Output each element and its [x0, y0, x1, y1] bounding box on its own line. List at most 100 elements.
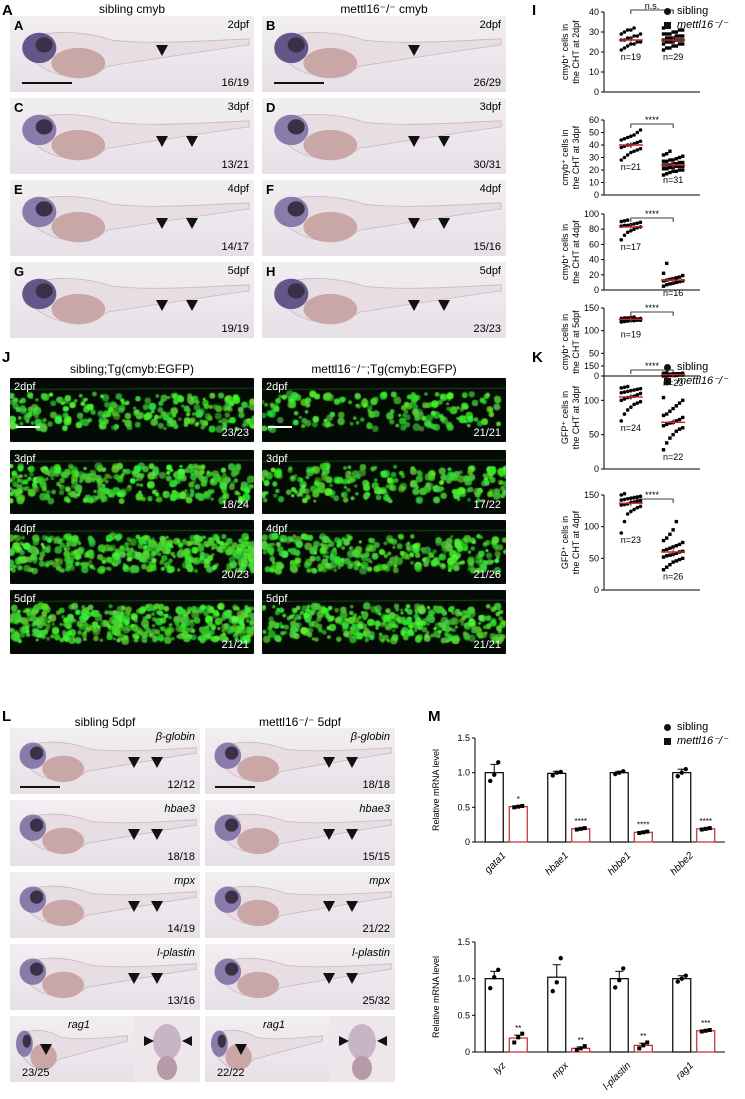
data-point [619, 219, 624, 224]
data-point [679, 770, 684, 775]
data-point [661, 48, 666, 52]
data-point [617, 770, 622, 775]
legend-mutant: mettl16⁻/⁻ [677, 375, 728, 387]
data-point [622, 46, 627, 50]
data-point [665, 40, 669, 44]
n-label: n=21 [621, 162, 641, 172]
y-tick-label: 40 [589, 140, 599, 150]
data-point [638, 316, 643, 321]
data-point [668, 546, 672, 550]
gene-label: hbae3 [359, 803, 390, 815]
data-point [635, 140, 640, 145]
x-tick-label: hbae1 [543, 850, 570, 877]
data-point [707, 826, 712, 831]
data-point [677, 542, 682, 547]
panel-letter: A [14, 18, 24, 33]
bar [609, 978, 629, 1053]
y-tick-label: 1.5 [457, 937, 470, 947]
larva-shape [22, 195, 250, 243]
y-tick-label: 40 [589, 255, 599, 265]
data-point [619, 419, 624, 423]
data-point [681, 279, 685, 283]
panel-letter-m: M [428, 708, 441, 725]
y-tick-label: 0 [465, 837, 470, 847]
data-point [703, 826, 708, 831]
data-point [635, 148, 640, 152]
data-point [632, 402, 636, 407]
data-point [677, 160, 682, 165]
panel-letter-j: J [2, 349, 11, 366]
arrowhead-icon [437, 136, 450, 147]
x-tick-label: mpx [550, 1060, 572, 1082]
mutant-marker [664, 377, 671, 385]
data-point [554, 980, 559, 985]
lineage-ish-panel: β-globin 18/18 [205, 728, 395, 794]
data-point [582, 1044, 587, 1049]
stage-label: 4dpf [479, 183, 501, 195]
ratio-label: 23/23 [473, 323, 501, 335]
n-label: n=23 [621, 535, 641, 545]
data-point [675, 979, 680, 984]
data-point [629, 42, 633, 46]
legend-mutant: mettl16⁻/⁻ [677, 735, 728, 747]
larva-shape [214, 957, 392, 999]
stage-label: 2dpf [266, 381, 288, 393]
arrowhead-icon [322, 757, 335, 769]
data-point [677, 168, 682, 172]
significance-label: * [517, 795, 520, 804]
panel-letter: B [266, 18, 276, 33]
bar [672, 978, 692, 1053]
larva-shape [19, 741, 197, 783]
y-tick-label: 50 [589, 128, 599, 138]
arrowhead-icon [345, 973, 358, 985]
data-point [668, 170, 672, 175]
y-tick-label: 30 [589, 27, 599, 37]
ratio-label: 23/25 [22, 1067, 50, 1079]
data-point [668, 562, 672, 567]
data-point [671, 406, 675, 411]
data-point [622, 412, 627, 416]
mutant-marker [664, 21, 671, 29]
data-point [632, 315, 636, 319]
data-point [703, 1028, 708, 1033]
data-point [619, 531, 624, 535]
gene-label: hbae3 [164, 803, 195, 815]
dorsal-head-shape [153, 1024, 181, 1080]
y-tick-label: 1.0 [457, 768, 470, 778]
arrowhead-icon [322, 829, 335, 841]
data-point [629, 315, 633, 320]
data-point [671, 40, 675, 44]
data-point [622, 38, 627, 42]
data-point [625, 135, 630, 140]
significance-bracket [630, 311, 674, 316]
data-point [629, 150, 633, 155]
arrowhead-icon [408, 136, 421, 147]
data-point [677, 427, 682, 431]
legend-m: sibling mettl16⁻/⁻ [664, 720, 728, 748]
significance-label: **** [645, 209, 660, 219]
col-title-sibling-gfp: sibling;Tg(cmyb:EGFP) [69, 362, 195, 376]
data-point [638, 504, 643, 509]
ratio-label: 21/21 [473, 639, 501, 651]
data-point [645, 829, 650, 834]
arrowhead-icon [345, 829, 358, 841]
y-tick-label: 10 [589, 67, 599, 77]
data-point [622, 497, 627, 502]
data-point [681, 415, 685, 420]
data-point [638, 498, 643, 503]
ratio-label: 19/19 [221, 323, 249, 335]
data-point [625, 512, 630, 516]
ish-panel-c: C 3dpf 13/21 [10, 98, 254, 174]
significance-label: **** [645, 303, 660, 313]
data-point [625, 502, 630, 506]
data-point [677, 164, 682, 168]
data-point [681, 168, 685, 172]
data-point [665, 172, 669, 176]
data-point [681, 426, 685, 430]
ratio-label: 30/31 [473, 159, 501, 171]
ratio-label: 21/26 [473, 569, 501, 581]
data-point [671, 169, 675, 173]
data-point [496, 760, 501, 765]
data-point [622, 502, 627, 507]
data-point [635, 401, 640, 405]
